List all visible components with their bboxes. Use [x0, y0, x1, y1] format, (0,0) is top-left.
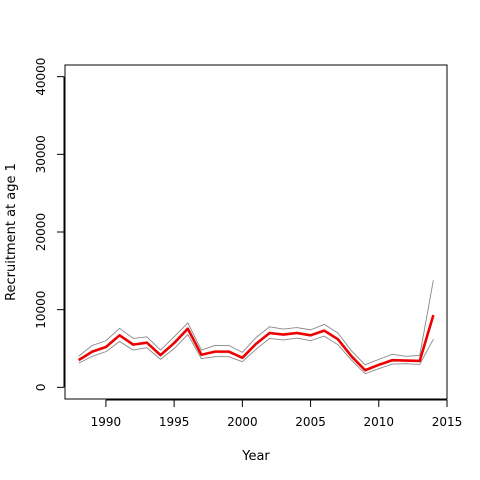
series-lines [77, 280, 435, 375]
series-line-lower [78, 334, 434, 375]
x-tick-label: 2000 [227, 415, 258, 429]
x-tick-label: 2015 [432, 415, 463, 429]
series-line-estimate [77, 314, 435, 372]
y-tick-label: 0 [34, 384, 48, 392]
axes: 1990 1995 2000 2005 2010 2015 0 10000 20000 30000… [34, 58, 462, 429]
y-axis-label: Recruitment at age 1 [4, 163, 19, 301]
x-tick-label: 2010 [364, 415, 395, 429]
x-axis-label: Year [241, 449, 270, 464]
y-tick-label: 40000 [34, 58, 48, 96]
x-tick-label: 2005 [295, 415, 326, 429]
x-tick-label: 1995 [159, 415, 190, 429]
series-line-upper [78, 280, 434, 366]
x-tick-label: 1990 [91, 415, 122, 429]
y-tick-label: 30000 [34, 135, 48, 173]
y-tick-label: 10000 [34, 291, 48, 329]
y-tick-label: 20000 [34, 213, 48, 251]
plot-area-frame [64, 64, 448, 400]
